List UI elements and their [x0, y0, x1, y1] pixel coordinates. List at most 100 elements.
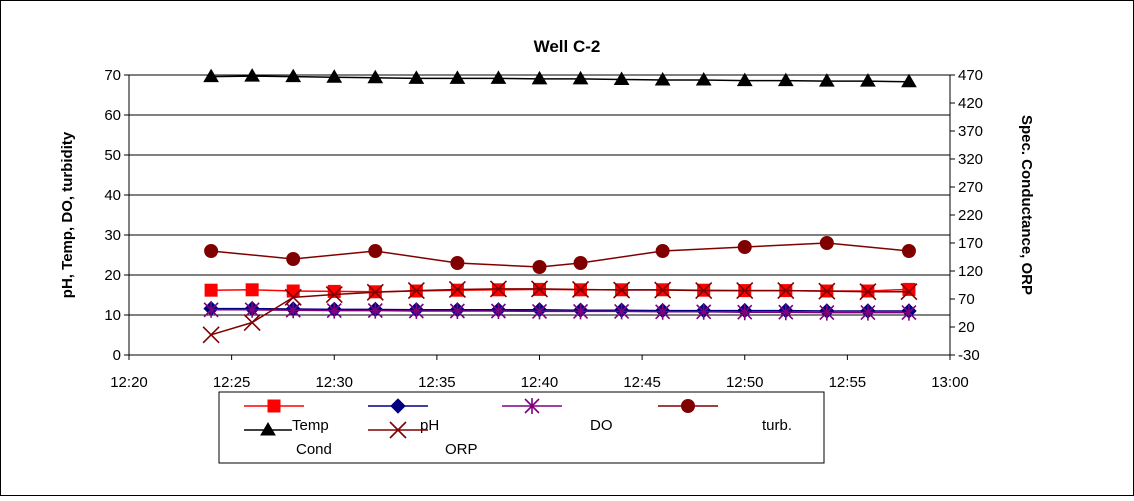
data-point — [408, 70, 425, 84]
x-tick-label: 12:45 — [623, 374, 661, 391]
x-tick-label: 12:40 — [521, 374, 559, 391]
data-point — [202, 326, 220, 344]
data-point — [244, 68, 261, 82]
y2-tick-label: 20 — [958, 319, 975, 336]
series-line-orp — [210, 288, 909, 336]
legend-marker — [524, 398, 540, 414]
y2-tick-label: 420 — [958, 95, 983, 112]
y2-tick-label: 170 — [958, 235, 983, 252]
data-point — [531, 70, 548, 85]
data-point — [777, 282, 795, 300]
data-point — [860, 73, 876, 87]
data-point — [902, 282, 916, 296]
data-point — [819, 236, 834, 250]
data-point — [243, 313, 261, 332]
data-point — [366, 283, 384, 301]
y-tick-label: 10 — [104, 307, 121, 324]
data-point — [532, 260, 547, 274]
legend-label: pH — [420, 417, 439, 434]
data-point — [284, 288, 302, 306]
data-point — [695, 282, 713, 300]
y-tick-label: 30 — [104, 227, 121, 244]
data-point — [778, 304, 794, 321]
data-point — [203, 68, 219, 83]
data-point — [244, 301, 260, 318]
y2-tick-label: 270 — [958, 179, 983, 196]
y-axis-label: pH, Temp, DO, turbidity — [59, 131, 76, 298]
data-point — [736, 72, 753, 87]
chart-title: Well C-2 — [534, 37, 601, 56]
y2-tick-label: 320 — [958, 151, 983, 168]
data-point — [655, 244, 670, 258]
data-point — [901, 244, 916, 258]
y2-tick-label: -30 — [958, 347, 980, 364]
data-point — [449, 303, 465, 319]
data-point — [613, 281, 631, 299]
series-line-turb — [211, 242, 910, 268]
data-point — [818, 282, 836, 300]
data-point — [326, 69, 343, 83]
data-point — [367, 69, 384, 84]
data-point — [450, 256, 465, 270]
data-point — [407, 282, 425, 300]
data-point — [530, 280, 549, 298]
legend-marker — [390, 398, 406, 414]
data-point — [368, 244, 383, 258]
y2-axis-label: Spec. Conductance, ORP — [1018, 115, 1035, 295]
y2-tick-label: 120 — [958, 263, 983, 280]
data-point — [901, 73, 917, 88]
data-point — [695, 72, 712, 86]
data-point — [408, 303, 424, 319]
legend-marker — [267, 399, 281, 413]
data-point — [654, 281, 672, 299]
y-tick-label: 60 — [104, 107, 121, 124]
data-point — [286, 284, 300, 298]
legend-label: Temp — [292, 417, 329, 434]
x-tick-label: 12:50 — [726, 374, 764, 391]
y2-tick-label: 470 — [958, 67, 983, 84]
data-point — [860, 304, 876, 321]
y2-tick-label: 220 — [958, 207, 983, 224]
plot-layer: 0 10 20 30 40 50 60 70 -30 20 70 120 170 220 270 320 370… — [104, 67, 983, 391]
legend-label: DO — [590, 417, 613, 434]
x-tick-label: 12:25 — [213, 374, 251, 391]
legend: Temp pH DO turb. Cond ORP — [218, 391, 825, 464]
data-point — [571, 280, 590, 299]
data-point — [736, 282, 754, 300]
data-point — [449, 70, 466, 84]
x-tick-label: 12:20 — [110, 374, 148, 391]
data-point — [901, 304, 917, 321]
data-point — [285, 302, 301, 319]
data-point — [737, 240, 752, 254]
data-point — [490, 70, 507, 84]
data-point — [900, 283, 918, 301]
data-point — [655, 303, 671, 320]
data-point — [819, 304, 835, 321]
series-line-do — [211, 309, 909, 314]
data-point — [489, 280, 508, 298]
data-point — [696, 303, 712, 320]
x-tick-label: 12:35 — [418, 374, 456, 391]
data-point — [285, 68, 302, 83]
data-point — [490, 303, 507, 319]
data-point — [614, 303, 630, 320]
legend-label: ORP — [445, 441, 478, 458]
data-point — [818, 73, 835, 87]
legend-label: turb. — [762, 417, 792, 434]
data-point — [737, 304, 753, 321]
data-point — [448, 280, 466, 299]
y-tick-label: 40 — [104, 187, 121, 204]
legend-marker — [260, 422, 276, 436]
data-point — [203, 301, 219, 318]
legend-marker — [389, 421, 407, 439]
data-point — [859, 283, 877, 301]
y-tick-label: 50 — [104, 147, 121, 164]
x-tick-label: 12:55 — [829, 374, 867, 391]
data-point — [367, 302, 383, 319]
data-point — [613, 71, 630, 85]
y2-tick-label: 370 — [958, 123, 983, 140]
legend-label: Cond — [296, 441, 332, 458]
data-point — [326, 302, 342, 319]
